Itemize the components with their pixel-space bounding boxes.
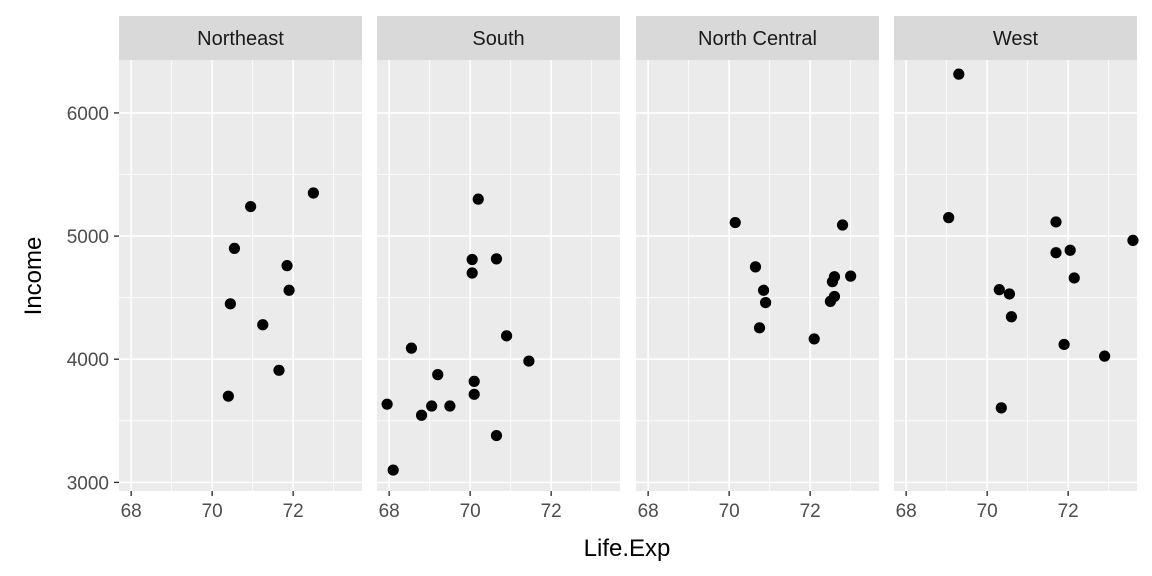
x-tick-label: 72 — [1058, 501, 1079, 522]
data-point — [828, 271, 841, 283]
x-tick-label: 68 — [121, 501, 142, 522]
x-tick-label: 72 — [800, 501, 821, 522]
data-points — [943, 68, 1139, 414]
data-point — [753, 322, 766, 334]
data-point — [472, 193, 484, 205]
facet-strip — [377, 16, 620, 60]
data-point — [224, 298, 236, 310]
data-point — [993, 284, 1005, 296]
data-point — [943, 212, 955, 224]
x-tick-label: 70 — [460, 501, 481, 522]
data-point — [426, 400, 438, 412]
y-tick-label: 6000 — [67, 104, 109, 125]
plot-panel-background — [894, 60, 1137, 491]
data-point — [729, 216, 741, 229]
data-point — [257, 319, 269, 331]
plot-panel-background — [119, 60, 362, 491]
data-point — [283, 284, 295, 296]
data-point — [273, 364, 285, 376]
data-point — [281, 260, 293, 272]
plot-panel-background — [636, 60, 879, 491]
facet-panel-3: North Central 68 70 72 — [636, 16, 879, 522]
data-point — [1099, 350, 1111, 362]
data-point — [501, 330, 513, 342]
gridlines — [894, 60, 1137, 491]
data-point — [466, 267, 478, 279]
data-point — [222, 390, 234, 402]
gridlines — [377, 60, 620, 491]
data-point — [836, 219, 849, 231]
x-tick-label: 68 — [896, 501, 917, 522]
facet-panel-4: West 68 70 72 — [894, 16, 1139, 522]
data-point — [245, 200, 257, 213]
plot-panel-background — [377, 60, 620, 491]
data-points — [222, 187, 319, 402]
data-point — [845, 270, 857, 282]
data-point — [523, 355, 535, 367]
data-point — [490, 429, 503, 442]
facet-panel-2: South 68 70 72 — [377, 16, 620, 522]
y-axis-title: Income — [20, 237, 47, 316]
data-point — [307, 187, 319, 199]
facet-strip — [894, 16, 1137, 60]
x-axis: 68 70 72 — [638, 491, 821, 522]
data-point — [1068, 272, 1080, 284]
y-tick-label: 5000 — [67, 227, 109, 248]
data-point — [760, 296, 772, 309]
data-point — [468, 388, 480, 400]
data-point — [828, 290, 841, 303]
x-axis: 68 70 72 — [121, 491, 304, 522]
data-points — [381, 193, 535, 476]
data-point — [757, 284, 770, 296]
data-point — [466, 253, 478, 266]
data-point — [808, 333, 820, 345]
x-tick-label: 70 — [202, 501, 223, 522]
data-point — [432, 369, 444, 381]
y-tick-label: 4000 — [67, 350, 109, 371]
data-point — [1050, 247, 1062, 259]
gridlines — [119, 60, 362, 491]
data-point — [995, 402, 1007, 414]
facet-strip — [119, 16, 362, 60]
data-point — [749, 261, 762, 273]
data-point — [444, 400, 456, 412]
data-point — [468, 375, 480, 388]
data-point — [228, 242, 241, 255]
data-point — [387, 464, 399, 476]
data-point — [1058, 338, 1070, 351]
x-tick-label: 68 — [379, 501, 400, 522]
data-point — [1064, 244, 1076, 256]
y-axis: 3000 4000 5000 6000 — [67, 104, 119, 494]
facet-panel-1: Northeast 68 70 72 — [119, 16, 362, 522]
facet-strip-label: North Central — [698, 28, 817, 50]
x-tick-label: 72 — [283, 501, 304, 522]
data-point — [1003, 288, 1016, 300]
x-tick-label: 68 — [638, 501, 659, 522]
facet-strip-label: Northeast — [197, 28, 284, 50]
data-point — [1005, 311, 1018, 323]
x-tick-label: 70 — [719, 501, 740, 522]
x-tick-label: 70 — [977, 501, 998, 522]
panels-layer: Northeast 68 70 72 South 68 70 72 North Central 6… — [119, 16, 1139, 522]
facet-strip-label: South — [472, 28, 524, 50]
y-tick-label: 3000 — [67, 473, 109, 494]
data-point — [490, 253, 503, 265]
gridlines — [636, 60, 879, 491]
facet-strip — [636, 16, 879, 60]
data-points — [729, 216, 857, 345]
data-point — [405, 342, 418, 354]
data-point — [953, 68, 965, 80]
facet-strip-label: West — [993, 28, 1039, 50]
data-point — [1050, 216, 1062, 228]
x-axis: 68 70 72 — [896, 491, 1079, 522]
data-point — [415, 409, 428, 421]
x-axis: 68 70 72 — [379, 491, 562, 522]
data-point — [1127, 234, 1139, 247]
x-axis-title: Life.Exp — [584, 535, 671, 562]
x-tick-label: 72 — [541, 501, 562, 522]
data-point — [381, 398, 393, 410]
